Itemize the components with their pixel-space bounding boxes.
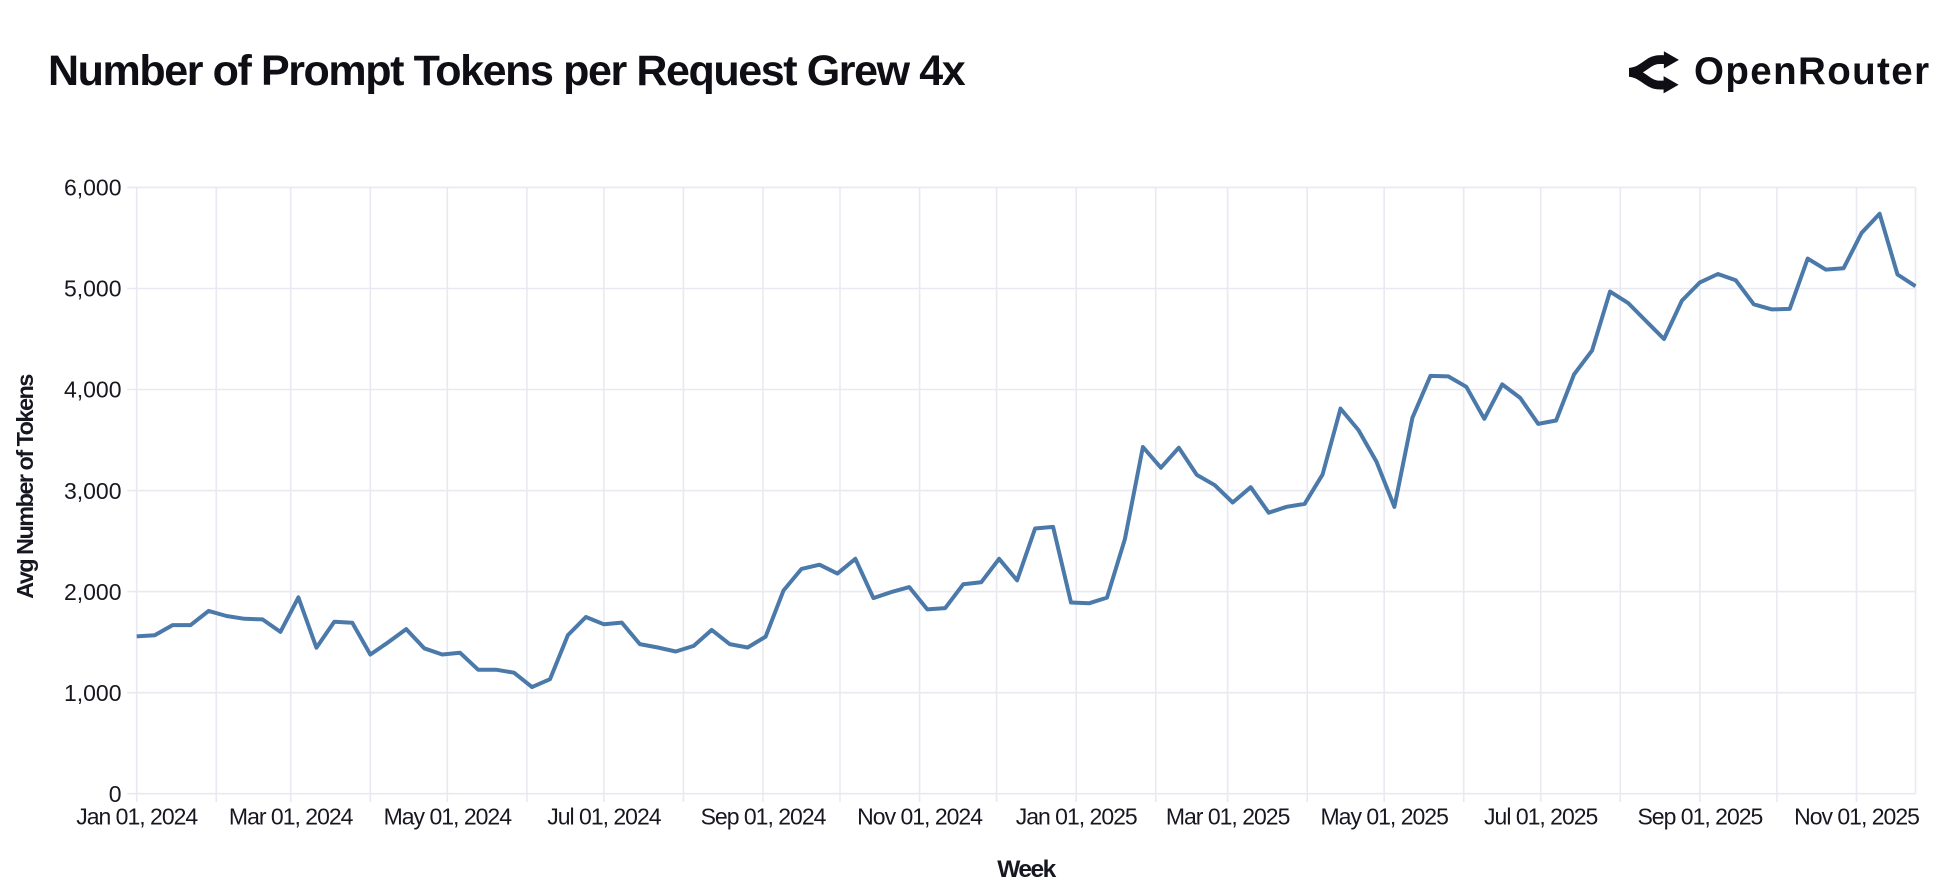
svg-text:Mar 01, 2024: Mar 01, 2024 [229,804,354,830]
svg-text:Jan 01, 2024: Jan 01, 2024 [76,804,198,830]
svg-text:Jul 01, 2025: Jul 01, 2025 [1484,804,1598,830]
svg-text:3,000: 3,000 [64,478,122,504]
svg-text:4,000: 4,000 [64,377,122,403]
svg-text:6,000: 6,000 [64,175,122,201]
svg-text:5,000: 5,000 [64,276,122,302]
svg-text:1,000: 1,000 [64,680,122,706]
svg-text:Nov 01, 2025: Nov 01, 2025 [1794,804,1919,830]
svg-text:0: 0 [109,781,122,807]
svg-text:Sep 01, 2024: Sep 01, 2024 [701,804,827,830]
svg-text:Week: Week [997,856,1056,883]
svg-text:Mar 01, 2025: Mar 01, 2025 [1166,804,1290,830]
svg-text:Nov 01, 2024: Nov 01, 2024 [857,804,983,830]
svg-text:2,000: 2,000 [64,579,122,605]
svg-text:May 01, 2024: May 01, 2024 [384,804,513,830]
svg-text:Jan 01, 2025: Jan 01, 2025 [1016,804,1137,830]
svg-text:Avg Number of Tokens: Avg Number of Tokens [12,374,38,599]
svg-text:Jul 01, 2024: Jul 01, 2024 [547,804,662,830]
svg-text:May 01, 2025: May 01, 2025 [1321,804,1449,830]
svg-text:Sep 01, 2025: Sep 01, 2025 [1637,804,1762,830]
